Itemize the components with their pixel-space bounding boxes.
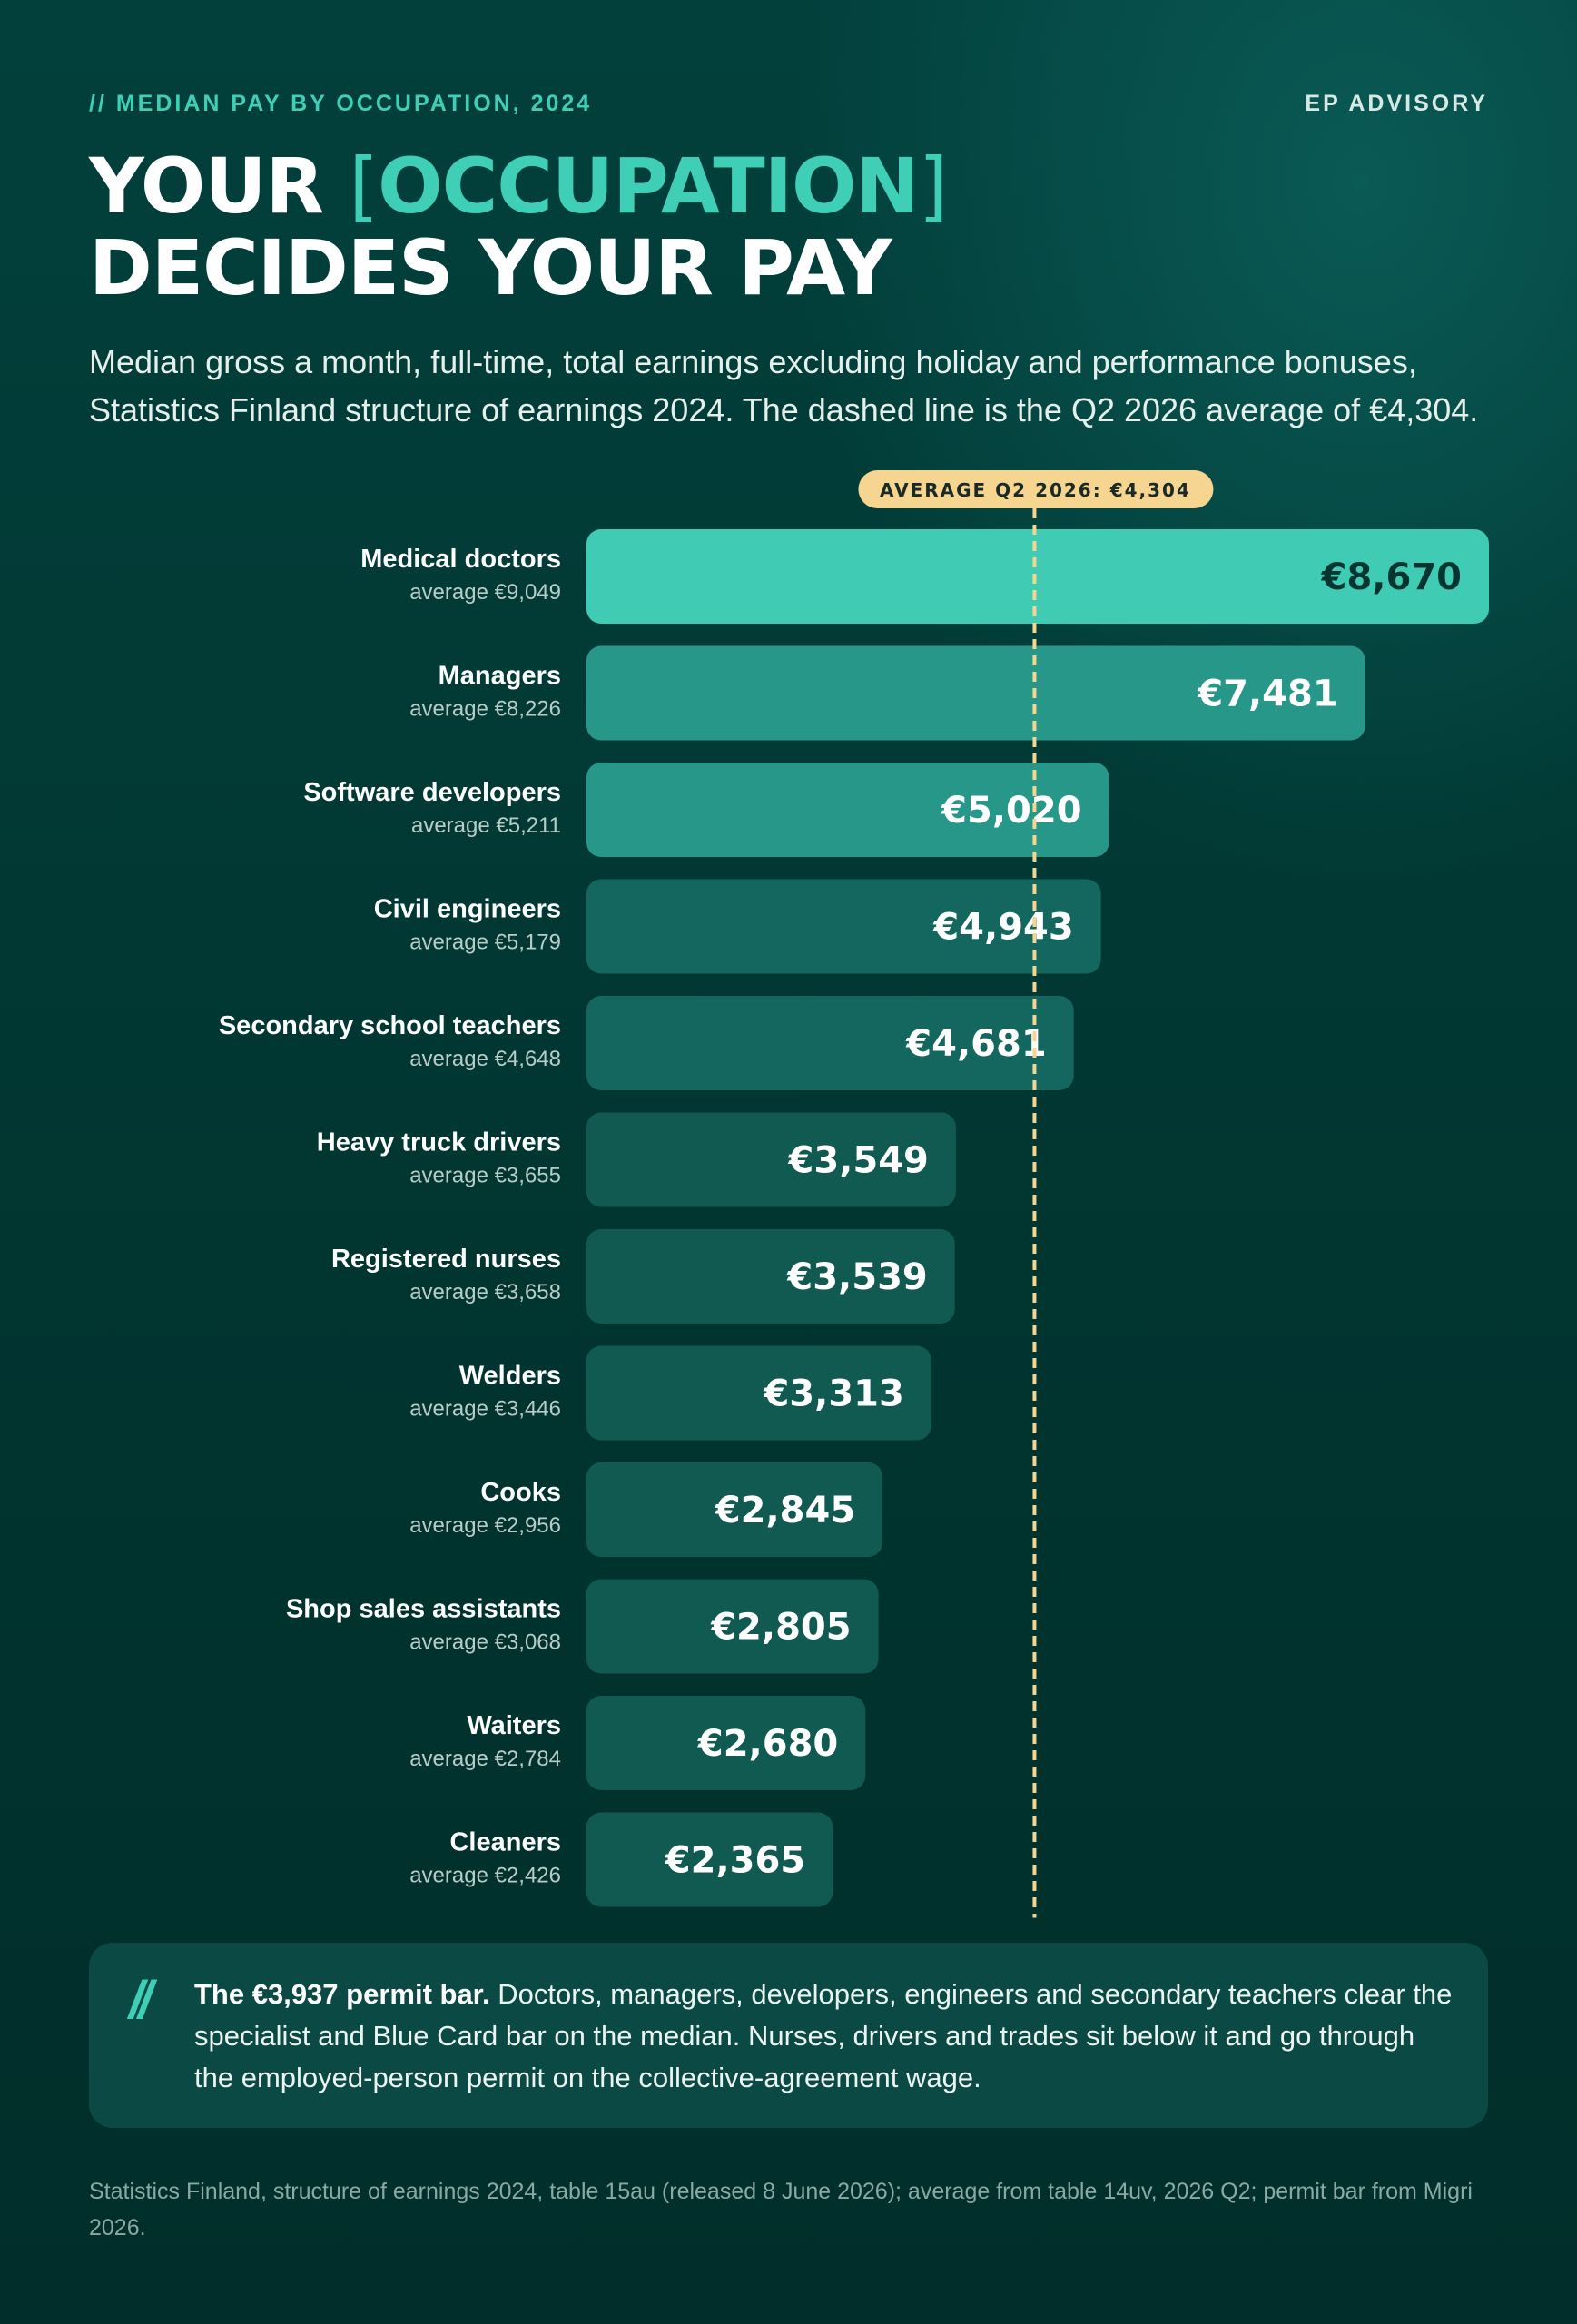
title-line-1: YOUR [OCCUPATION]	[89, 145, 948, 227]
reference-label-pill	[858, 470, 1214, 508]
average-label-2: average €8,226	[409, 697, 561, 722]
bar-5	[586, 996, 1074, 1090]
average-label-10: average €3,068	[409, 1630, 561, 1655]
average-label-8: average €3,446	[409, 1397, 561, 1422]
value-label-6: €3,549	[788, 1140, 929, 1182]
bar-6	[586, 1112, 956, 1207]
title-highlight: OCCUPATION	[378, 142, 920, 231]
value-label-8: €3,313	[763, 1374, 903, 1415]
source-note: Statistics Finland, structure of earning…	[89, 2179, 1473, 2240]
category-label-11: Waiters	[467, 1711, 561, 1740]
callout-text: The €3,937 permit bar. Doctors, managers…	[194, 1974, 1456, 2099]
chart-subtitle: Median gross a month, full-time, total e…	[89, 343, 1479, 428]
average-label-11: average €2,784	[409, 1747, 561, 1771]
value-label-11: €2,680	[697, 1723, 838, 1765]
average-label-9: average €2,956	[409, 1513, 561, 1538]
title-line-2: DECIDES YOUR PAY	[89, 223, 892, 312]
average-label-1: average €9,049	[409, 580, 561, 605]
callout-body: Doctors, managers, developers, engineers…	[194, 1978, 1453, 2093]
value-label-2: €7,481	[1197, 674, 1337, 715]
bar-4	[586, 879, 1101, 974]
category-label-8: Welders	[459, 1362, 561, 1391]
permit-callout: // The €3,937 permit bar. Doctors, manag…	[89, 1943, 1488, 2128]
category-label-10: Shop sales assistants	[286, 1595, 561, 1624]
category-label-9: Cooks	[480, 1478, 561, 1507]
value-label-9: €2,845	[715, 1490, 855, 1531]
average-label-5: average €4,648	[409, 1047, 561, 1071]
title-bracket-open: [	[349, 142, 379, 231]
value-label-7: €3,539	[786, 1256, 927, 1298]
value-label-4: €4,943	[932, 907, 1073, 949]
category-label-2: Managers	[439, 662, 561, 691]
category-label-5: Secondary school teachers	[219, 1011, 561, 1040]
average-label-3: average €5,211	[411, 813, 561, 838]
value-label-5: €4,681	[905, 1023, 1046, 1065]
callout-lead: The €3,937 permit bar.	[194, 1978, 490, 2010]
category-label-3: Software developers	[303, 778, 561, 807]
category-label-7: Registered nurses	[331, 1245, 561, 1274]
title-bracket-close: ]	[918, 142, 949, 231]
average-label-6: average €3,655	[409, 1164, 561, 1188]
bar-chart: Medical doctors average €9,049 €8,670 Manag…	[219, 470, 1489, 1918]
bar-8	[586, 1345, 931, 1441]
double-slash-icon: //	[129, 1971, 153, 2030]
chart-kicker: // MEDIAN PAY BY OCCUPATION, 2024	[89, 91, 593, 116]
reference-label: AVERAGE Q2 2026: €4,304	[880, 479, 1191, 501]
category-label-4: Civil engineers	[374, 895, 561, 924]
value-label-3: €5,020	[941, 790, 1081, 832]
bar-11	[586, 1696, 866, 1790]
bar-1	[586, 529, 1489, 624]
chart-title: YOUR [OCCUPATION] DECIDES YOUR PAY	[89, 145, 948, 312]
category-label-6: Heavy truck drivers	[317, 1128, 561, 1157]
bar-12	[586, 1812, 833, 1907]
bar-3	[586, 763, 1109, 857]
brand-name: EP ADVISORY	[1305, 91, 1488, 116]
category-label-1: Medical doctors	[360, 545, 561, 574]
bar-10	[586, 1579, 879, 1674]
value-label-12: €2,365	[665, 1840, 805, 1882]
bar-7	[586, 1229, 955, 1324]
category-label-12: Cleaners	[449, 1828, 561, 1857]
title-prefix: YOUR	[89, 142, 350, 231]
average-label-7: average €3,658	[409, 1280, 561, 1305]
value-label-1: €8,670	[1321, 556, 1462, 598]
average-label-4: average €5,179	[409, 931, 561, 955]
value-label-10: €2,805	[710, 1607, 851, 1649]
average-label-12: average €2,426	[409, 1864, 561, 1888]
bar-2	[586, 645, 1365, 741]
bar-9	[586, 1462, 883, 1557]
